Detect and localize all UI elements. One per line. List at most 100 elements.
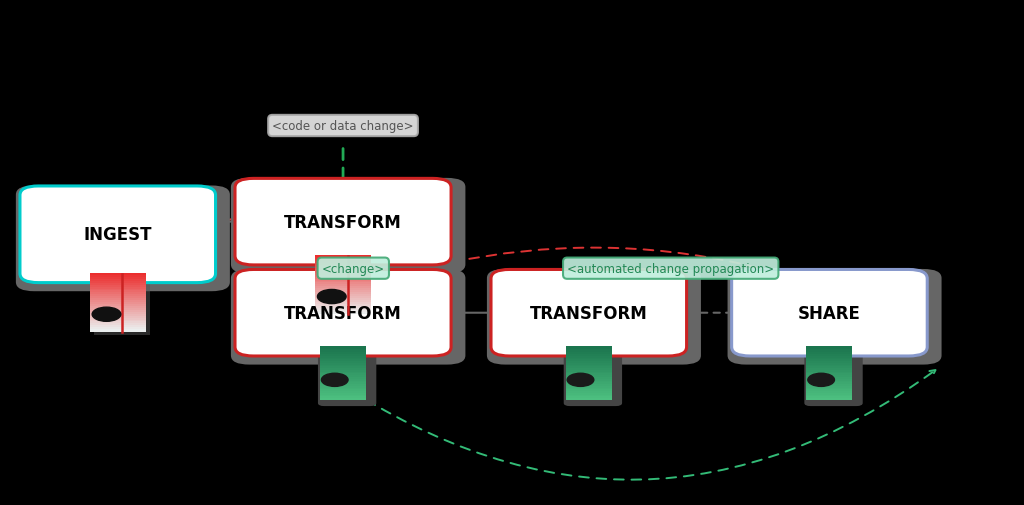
Bar	[807, 380, 853, 383]
Bar	[90, 320, 146, 322]
Bar	[565, 368, 612, 370]
Bar	[319, 368, 367, 370]
Bar	[319, 346, 367, 349]
Bar	[315, 271, 371, 274]
Bar	[807, 379, 853, 381]
FancyBboxPatch shape	[16, 186, 229, 292]
Text: TRANSFORM: TRANSFORM	[530, 304, 647, 322]
Bar	[319, 396, 367, 398]
Bar	[319, 386, 367, 388]
Bar	[90, 307, 146, 309]
Bar	[315, 256, 371, 258]
Bar	[565, 357, 612, 360]
Bar	[315, 279, 371, 281]
Text: <code or data change>: <code or data change>	[272, 120, 414, 133]
Bar	[315, 300, 371, 302]
Bar	[319, 377, 367, 379]
Bar	[90, 312, 146, 315]
Bar	[90, 296, 146, 299]
Bar	[565, 387, 612, 390]
Bar	[565, 396, 612, 398]
Text: INGEST: INGEST	[84, 226, 152, 244]
Bar	[807, 384, 853, 386]
FancyBboxPatch shape	[731, 270, 928, 357]
Bar	[807, 370, 853, 372]
Bar	[315, 283, 371, 285]
Bar	[90, 330, 146, 332]
Bar	[565, 386, 612, 388]
Bar	[315, 290, 371, 293]
Bar	[807, 354, 853, 356]
Bar	[319, 389, 367, 391]
Bar	[319, 379, 367, 381]
Text: SHARE: SHARE	[798, 304, 861, 322]
Bar	[315, 269, 371, 272]
Bar	[90, 295, 146, 297]
Bar	[90, 293, 146, 295]
Bar	[315, 306, 371, 309]
Bar	[315, 273, 371, 276]
Bar	[565, 380, 612, 383]
Bar	[565, 391, 612, 393]
Bar	[807, 373, 853, 376]
Bar	[807, 346, 853, 349]
Bar	[807, 377, 853, 379]
Bar	[315, 298, 371, 301]
Bar	[319, 352, 367, 355]
Bar	[807, 350, 853, 352]
Bar	[90, 291, 146, 293]
Bar	[319, 370, 367, 372]
Bar	[319, 371, 367, 374]
Bar	[90, 283, 146, 285]
Bar	[315, 308, 371, 311]
Bar	[90, 285, 146, 287]
Bar	[94, 277, 151, 335]
Bar	[90, 310, 146, 313]
Bar	[90, 300, 146, 303]
Bar	[565, 363, 612, 365]
Bar	[565, 382, 612, 384]
Bar	[565, 389, 612, 391]
Bar	[90, 289, 146, 291]
Bar	[315, 292, 371, 295]
Bar	[90, 305, 146, 307]
Bar	[565, 377, 612, 379]
FancyBboxPatch shape	[490, 270, 686, 357]
Bar	[315, 312, 371, 314]
Bar	[315, 281, 371, 283]
FancyBboxPatch shape	[486, 270, 700, 365]
Bar	[565, 384, 612, 386]
Bar	[565, 352, 612, 355]
Bar	[807, 393, 853, 395]
Bar	[90, 298, 146, 301]
Bar	[90, 324, 146, 326]
Bar	[807, 364, 853, 367]
Text: <automated change propagation>: <automated change propagation>	[567, 262, 774, 275]
Bar	[319, 391, 367, 393]
Bar	[315, 262, 371, 264]
Text: TRANSFORM: TRANSFORM	[285, 304, 401, 322]
Bar	[807, 394, 853, 397]
Bar	[315, 266, 371, 268]
Bar	[90, 328, 146, 330]
Bar	[319, 356, 367, 358]
Bar	[315, 264, 371, 266]
Bar	[565, 393, 612, 395]
Bar	[90, 274, 146, 276]
Bar	[807, 363, 853, 365]
Bar	[90, 314, 146, 317]
Bar	[807, 357, 853, 360]
Bar	[565, 375, 612, 377]
Bar	[90, 326, 146, 328]
Bar	[565, 348, 612, 350]
Text: <change>: <change>	[322, 262, 385, 275]
Bar	[315, 294, 371, 297]
Bar	[807, 359, 853, 362]
Bar	[319, 384, 367, 386]
FancyBboxPatch shape	[236, 179, 451, 266]
Bar	[565, 354, 612, 356]
Bar	[565, 364, 612, 367]
Bar	[565, 361, 612, 363]
Bar	[90, 316, 146, 319]
Bar	[319, 382, 367, 384]
